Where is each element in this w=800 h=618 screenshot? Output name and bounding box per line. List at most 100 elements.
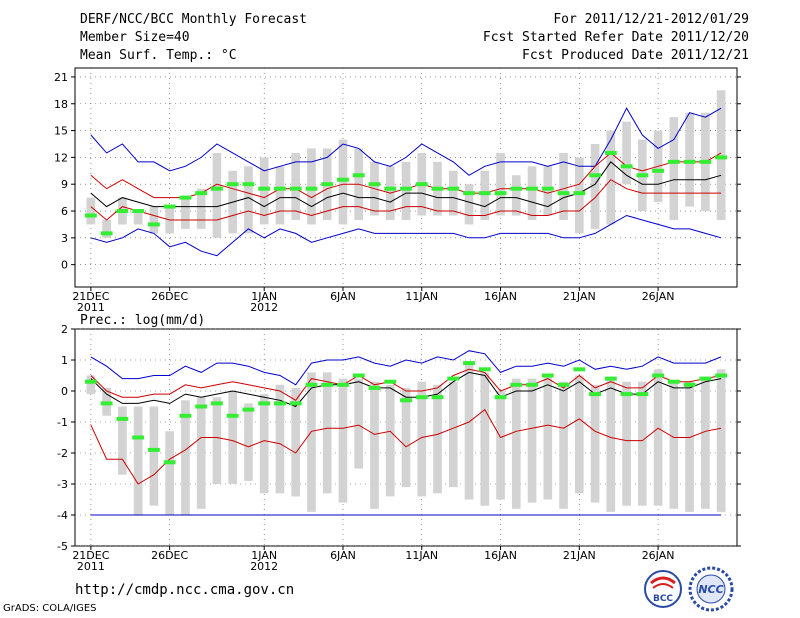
temp-ensemble-box	[622, 121, 631, 185]
prec-ensemble-box	[716, 369, 726, 512]
prec-x-tick-sublabel: 2011	[77, 560, 105, 573]
prec-median-marker	[400, 398, 412, 403]
prec-ensemble-box	[653, 369, 663, 506]
temp-median-marker	[620, 164, 633, 169]
prec-x-tick-label: 26JAN	[642, 549, 675, 562]
variable-label: Mean Surf. Temp.: °C	[80, 48, 237, 63]
temp-x-tick-label: 21DEC	[72, 290, 109, 303]
prec-x-tick-label: 6JAN	[330, 549, 356, 562]
prec-median-marker	[337, 382, 349, 387]
prec-ensemble-box	[275, 384, 285, 494]
prec-ensemble-box	[669, 381, 679, 509]
temp-y-tick-label: 9	[61, 178, 68, 191]
prec-median-marker	[195, 404, 208, 409]
prec-ensemble-box	[259, 394, 269, 494]
temp-median-marker	[573, 191, 586, 196]
prec-panel-title: Prec.: log(mm/d)	[80, 313, 205, 328]
temp-y-tick-label: 12	[54, 151, 68, 164]
temp-median-marker	[116, 209, 129, 214]
prec-median-marker	[715, 373, 728, 378]
temp-median-marker	[274, 186, 286, 191]
prec-ensemble-box	[196, 397, 206, 509]
prec-ensemble-box	[574, 375, 584, 494]
source-url[interactable]: http://cmdp.ncc.cma.gov.cn	[75, 582, 295, 598]
temp-y-tick-label: 18	[54, 98, 68, 111]
prec-median-marker	[274, 401, 286, 406]
fcst-produced-label: Fcst Produced Date 2011/12/21	[522, 48, 749, 63]
prec-median-marker	[463, 361, 475, 366]
temp-median-marker	[132, 209, 145, 214]
prec-p90-line	[90, 368, 722, 401]
prec-median-marker	[100, 401, 113, 406]
temp-ensemble-box	[196, 188, 206, 229]
temp-median-marker	[163, 204, 176, 209]
temp-median-marker	[667, 159, 680, 164]
prec-ensemble-box	[181, 400, 190, 515]
temp-ensemble-box	[181, 197, 190, 229]
temp-x-tick-label: 6JAN	[330, 290, 356, 303]
prec-y-tick-label: 0	[61, 385, 68, 398]
prec-median-marker	[620, 392, 633, 397]
temp-ensemble-box	[102, 219, 111, 238]
prec-ensemble-box	[590, 384, 600, 503]
temp-x-tick-sublabel: 2012	[250, 301, 278, 314]
prec-median-marker	[510, 382, 523, 387]
temp-median-marker	[337, 177, 349, 182]
temp-median-marker	[589, 173, 601, 178]
temp-ensemble-box	[212, 152, 222, 238]
temp-ensemble-box	[669, 117, 679, 220]
temp-ensemble-box	[401, 161, 411, 220]
prec-median-marker	[321, 382, 334, 387]
temp-median-marker	[179, 195, 192, 200]
prec-median-marker	[667, 379, 680, 384]
temp-median-marker	[447, 186, 460, 191]
prec-ensemble-box	[165, 431, 174, 515]
prec-ensemble-box	[401, 387, 411, 488]
prec-median-marker	[683, 382, 696, 387]
prec-ensemble-box	[496, 391, 505, 500]
temp-ensemble-box	[338, 139, 348, 225]
temp-ensemble-box	[543, 166, 553, 216]
prec-median-marker	[258, 401, 271, 406]
prec-median-marker	[147, 447, 160, 452]
prec-ensemble-box	[291, 387, 301, 497]
prec-median-marker	[384, 379, 397, 384]
temp-median-marker	[494, 191, 507, 196]
temp-median-marker	[289, 186, 302, 191]
temp-y-tick-label: 21	[54, 71, 68, 84]
prec-median-marker	[604, 376, 617, 381]
temp-median-marker	[463, 191, 475, 196]
temp-ensemble-box	[275, 166, 285, 225]
temp-median-marker	[321, 182, 334, 187]
prec-ensemble-box	[464, 363, 474, 500]
temp-max-line	[90, 107, 722, 176]
temp-ensemble-box	[590, 143, 600, 229]
temp-ensemble-box	[685, 112, 694, 207]
temp-ensemble-box	[574, 157, 584, 234]
temp-x-tick-label: 11JAN	[405, 290, 438, 303]
temp-median-marker	[368, 182, 381, 187]
temp-median-marker	[604, 150, 617, 155]
prec-ensemble-box	[322, 372, 332, 494]
temp-ensemble-box	[291, 152, 301, 220]
temp-median-marker	[400, 186, 412, 191]
prec-x-tick-label: 16JAN	[484, 549, 517, 562]
temp-median-marker	[100, 231, 113, 236]
prec-ensemble-box	[622, 381, 631, 506]
temp-ensemble-box	[259, 157, 269, 225]
temp-median-marker	[526, 186, 538, 191]
prec-ensemble-box	[685, 381, 694, 512]
prec-y-tick-label: -5	[57, 540, 68, 553]
temp-median-marker	[384, 186, 397, 191]
prec-ensemble-box	[212, 397, 222, 484]
temp-median-marker	[211, 186, 223, 191]
temp-y-tick-label: 6	[61, 205, 68, 218]
temp-ensemble-box	[511, 175, 521, 216]
temp-min-line	[90, 214, 722, 257]
prec-ensemble-box	[559, 381, 568, 509]
temp-ensemble-box	[464, 184, 474, 225]
prec-median-marker	[431, 395, 444, 400]
prec-y-tick-label: -3	[57, 478, 68, 491]
temp-median-marker	[541, 186, 554, 191]
